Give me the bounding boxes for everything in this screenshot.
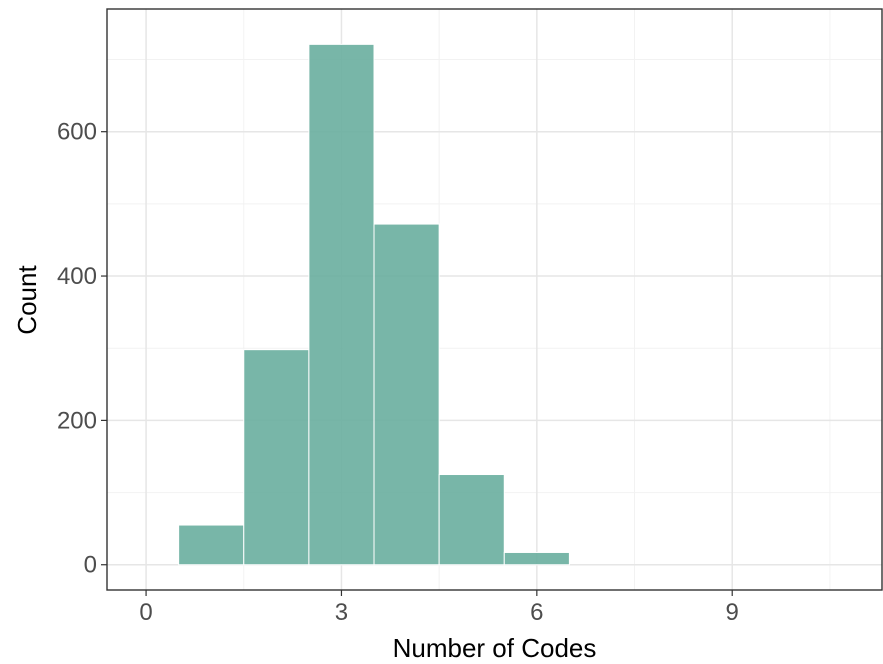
histogram-bar xyxy=(178,524,245,566)
y-tick-label: 200 xyxy=(57,407,97,434)
plot-border xyxy=(106,8,883,591)
y-tick-label: 600 xyxy=(57,119,97,146)
x-axis-title: Number of Codes xyxy=(393,633,597,663)
histogram-bar xyxy=(308,43,375,566)
x-tick-label: 9 xyxy=(726,599,739,626)
x-axis-ticks: 0 3 6 9 xyxy=(139,590,739,626)
x-tick-label: 6 xyxy=(530,599,543,626)
y-tick-label: 400 xyxy=(57,263,97,290)
x-tick-label: 0 xyxy=(139,599,152,626)
y-tick-label: 0 xyxy=(84,552,97,579)
y-axis-ticks: 0 200 400 600 xyxy=(57,119,107,579)
y-axis-title: Count xyxy=(12,265,42,335)
histogram-bars xyxy=(178,43,570,566)
x-tick-label: 3 xyxy=(335,599,348,626)
histogram-bar xyxy=(438,474,505,566)
histogram-bar xyxy=(243,349,310,566)
histogram-bar xyxy=(503,551,570,566)
histogram-bar xyxy=(373,223,440,566)
